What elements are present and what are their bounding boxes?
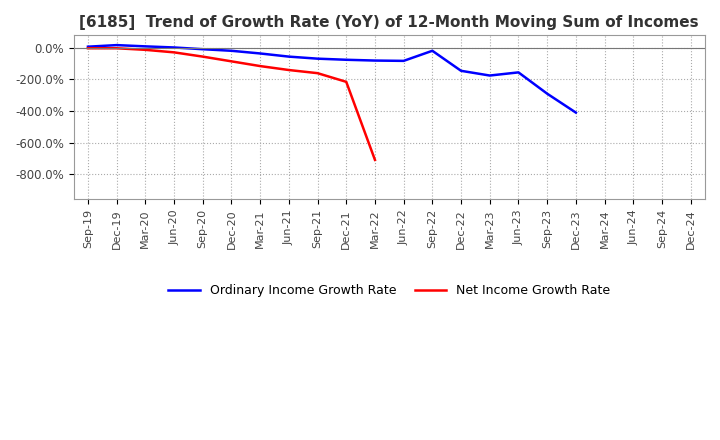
Net Income Growth Rate — [199, 54, 207, 59]
Net Income Growth Rate — [313, 70, 322, 76]
Net Income Growth Rate — [256, 63, 264, 69]
Ordinary Income Growth Rate — [256, 51, 264, 56]
Ordinary Income Growth Rate — [514, 70, 523, 75]
Ordinary Income Growth Rate — [84, 44, 92, 49]
Line: Ordinary Income Growth Rate: Ordinary Income Growth Rate — [88, 45, 576, 113]
Ordinary Income Growth Rate — [572, 110, 580, 115]
Ordinary Income Growth Rate — [284, 54, 293, 59]
Net Income Growth Rate — [371, 157, 379, 162]
Ordinary Income Growth Rate — [199, 47, 207, 52]
Net Income Growth Rate — [141, 47, 150, 52]
Ordinary Income Growth Rate — [313, 56, 322, 61]
Ordinary Income Growth Rate — [371, 58, 379, 63]
Ordinary Income Growth Rate — [170, 45, 179, 50]
Net Income Growth Rate — [84, 46, 92, 51]
Net Income Growth Rate — [170, 50, 179, 55]
Line: Net Income Growth Rate: Net Income Growth Rate — [88, 48, 375, 160]
Ordinary Income Growth Rate — [456, 68, 465, 73]
Ordinary Income Growth Rate — [141, 44, 150, 49]
Ordinary Income Growth Rate — [543, 91, 552, 96]
Ordinary Income Growth Rate — [485, 73, 494, 78]
Title: [6185]  Trend of Growth Rate (YoY) of 12-Month Moving Sum of Incomes: [6185] Trend of Growth Rate (YoY) of 12-… — [79, 15, 699, 30]
Ordinary Income Growth Rate — [342, 57, 351, 62]
Ordinary Income Growth Rate — [400, 58, 408, 63]
Ordinary Income Growth Rate — [428, 48, 436, 53]
Legend: Ordinary Income Growth Rate, Net Income Growth Rate: Ordinary Income Growth Rate, Net Income … — [163, 279, 615, 302]
Net Income Growth Rate — [112, 46, 121, 51]
Net Income Growth Rate — [227, 59, 235, 64]
Ordinary Income Growth Rate — [112, 43, 121, 48]
Net Income Growth Rate — [284, 67, 293, 73]
Net Income Growth Rate — [342, 79, 351, 84]
Ordinary Income Growth Rate — [227, 48, 235, 53]
